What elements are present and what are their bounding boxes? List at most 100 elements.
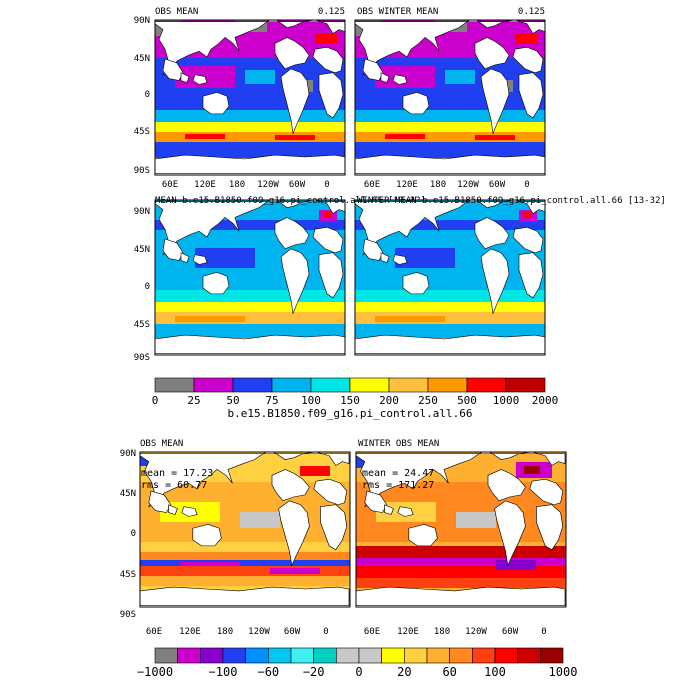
- colorbar-tick-label: 0: [152, 394, 159, 407]
- colorbar-cell: [494, 647, 518, 664]
- bottom-panel-2-title: WINTER OBS MEAN: [358, 439, 439, 449]
- lon-tick-60w: 60W: [502, 627, 519, 637]
- lat-tick-45n: 45N: [134, 54, 150, 64]
- colorbar-cell: [177, 647, 201, 664]
- lon-tick-0: 0: [541, 627, 546, 637]
- colorbar-tick-label: 2000: [532, 394, 559, 407]
- bottom-panel-1-rms: rms = 60.77: [141, 480, 207, 491]
- lon-tick-120e: 120E: [179, 627, 201, 637]
- panel-3-title: MEAN b.e15.B1850.f09_g16.pi_control.all.…: [155, 196, 426, 206]
- lon-tick-120e: 120E: [397, 627, 419, 637]
- lat-tick-90n: 90N: [134, 207, 150, 217]
- lat-tick-90s: 90S: [134, 166, 150, 176]
- colorbar-tick-label: 0: [355, 665, 362, 679]
- lon-tick-60e: 60E: [364, 180, 380, 190]
- colorbar-cell: [245, 647, 269, 664]
- lat-tick-45n: 45N: [134, 245, 150, 255]
- lon-tick-120w: 120W: [248, 627, 270, 637]
- lon-tick-120w: 120W: [257, 180, 279, 190]
- lat-tick-45s: 45S: [134, 320, 150, 330]
- colorbar-tick-label: −60: [257, 665, 279, 679]
- colorbar-tick-label: 500: [457, 394, 477, 407]
- colorbar-tick-label: −100: [209, 665, 238, 679]
- panel-1-title: OBS MEAN: [155, 7, 198, 17]
- lon-tick-0: 0: [524, 180, 529, 190]
- colorbar-cell: [404, 647, 428, 664]
- lat-axis-top-row-1: 90N 45N 0 45S 90S: [134, 16, 150, 176]
- lon-tick-120w: 120W: [457, 180, 479, 190]
- colorbar-tick-label: 20: [397, 665, 411, 679]
- colorbar-cell: [472, 647, 496, 664]
- lat-axis-bottom: 90N 45N 0 45S 90S: [120, 449, 136, 620]
- colorbar-cell: [268, 647, 292, 664]
- map-panel-bottom-obs-mean: [139, 451, 351, 608]
- lat-tick-90s: 90S: [120, 610, 136, 620]
- lon-tick-120e: 120E: [396, 180, 418, 190]
- colorbar-tick-label: −1000: [137, 665, 173, 679]
- lon-axis-bottom-panel-2: 60E 120E 180 120W 60W 0: [364, 627, 547, 637]
- lon-tick-180: 180: [430, 180, 446, 190]
- lon-tick-60w: 60W: [489, 180, 506, 190]
- lon-tick-60e: 60E: [146, 627, 162, 637]
- colorbar-cell: [505, 377, 546, 393]
- colorbar-cell: [466, 377, 507, 393]
- colorbar-cell: [154, 377, 195, 393]
- colorbar-cell: [193, 377, 234, 393]
- map-panel-model-winter-mean: [354, 199, 546, 356]
- lon-tick-60w: 60W: [289, 180, 306, 190]
- colorbar-tick-label: 100: [301, 394, 321, 407]
- colorbar-cell: [517, 647, 541, 664]
- lat-tick-90s: 90S: [134, 353, 150, 363]
- lon-tick-180: 180: [434, 627, 450, 637]
- bottom-panel-2-rms: rms = 171.27: [362, 480, 434, 491]
- colorbar-cell: [388, 377, 429, 393]
- colorbar-tick-label: 1000: [493, 394, 520, 407]
- map-panel-bottom-winter-obs-mean: [355, 451, 567, 608]
- colorbar-tick-label: 25: [187, 394, 200, 407]
- lat-tick-0: 0: [145, 90, 150, 100]
- colorbar-tick-label: 50: [226, 394, 239, 407]
- lat-tick-90n: 90N: [134, 16, 150, 26]
- colorbar-cell: [540, 647, 564, 664]
- colorbar-cell: [313, 647, 337, 664]
- bottom-panel-2-mean: mean = 24.47: [362, 468, 434, 479]
- lat-tick-0: 0: [145, 282, 150, 292]
- bottom-panel-1-title: OBS MEAN: [140, 439, 183, 449]
- colorbar-cell: [449, 647, 473, 664]
- colorbar-cell: [232, 377, 273, 393]
- colorbar-cell: [336, 647, 360, 664]
- lon-tick-60e: 60E: [162, 180, 178, 190]
- lat-tick-90n: 90N: [120, 449, 136, 459]
- colorbar-cell: [310, 377, 351, 393]
- lon-axis-panel-1: 60E 120E 180 120W 60W 0: [162, 180, 330, 190]
- colorbar-cell: [271, 377, 312, 393]
- colorbar-cell: [358, 647, 382, 664]
- colorbar-tick-label: 60: [442, 665, 456, 679]
- colorbar-top-labels: 0 25 50 75 100 150 200 250 500 1000 2000: [152, 394, 559, 407]
- colorbar-tick-label: 100: [484, 665, 506, 679]
- colorbar-bottom-labels: −1000 −100 −60 −20 0 20 60 100 1000: [137, 665, 578, 679]
- lon-tick-0: 0: [324, 180, 329, 190]
- panel-2-title: OBS WINTER MEAN: [357, 7, 438, 17]
- lon-tick-60e: 60E: [364, 627, 380, 637]
- lon-tick-180: 180: [217, 627, 233, 637]
- lon-axis-panel-2: 60E 120E 180 120W 60W 0: [364, 180, 530, 190]
- colorbar-cell: [426, 647, 450, 664]
- map-panel-obs-winter-mean: [354, 19, 546, 176]
- colorbar-cell: [222, 647, 246, 664]
- panel-4-title: WINTER MEAN b.e15.B1850.f09_g16.pi_contr…: [357, 196, 666, 206]
- panel-1-value: 0.125: [318, 7, 345, 17]
- colorbar-cell: [290, 647, 314, 664]
- colorbar-top: [154, 377, 546, 393]
- colorbar-cell: [381, 647, 405, 664]
- panel-2-value: 0.125: [518, 7, 545, 17]
- lat-tick-45s: 45S: [120, 570, 136, 580]
- lon-tick-180: 180: [229, 180, 245, 190]
- colorbar-tick-label: 1000: [549, 665, 578, 679]
- map-panel-obs-mean: [154, 19, 346, 176]
- colorbar-cell: [349, 377, 390, 393]
- colorbar-cell: [427, 377, 468, 393]
- colorbar-cell: [154, 647, 178, 664]
- colorbar-cell: [200, 647, 224, 664]
